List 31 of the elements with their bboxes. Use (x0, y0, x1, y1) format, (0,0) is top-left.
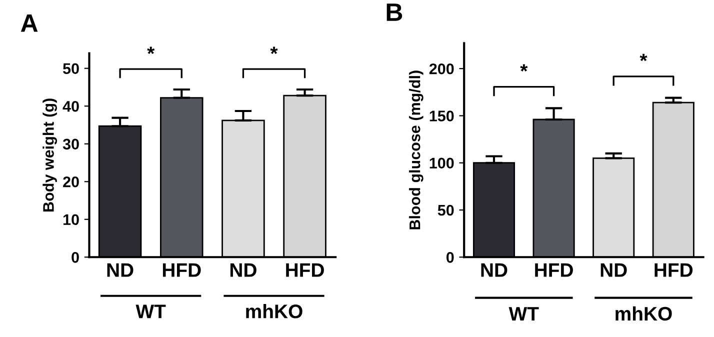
text: WT (508, 307, 539, 320)
x-tick-label: HFD (162, 263, 201, 277)
text: mhKO (246, 304, 302, 318)
y-axis-title: Body weight (g) (42, 98, 57, 212)
chart-title: A (20, 14, 38, 32)
x-tick-label: HFD (654, 263, 693, 277)
x-tick-label: ND (481, 263, 508, 277)
x-tick-label: HFD (535, 263, 573, 277)
y-tick-label: 20 (63, 176, 79, 188)
y-tick-label: 100 (430, 158, 454, 169)
y-tick-label: 30 (62, 138, 79, 150)
y-tick-label: 50 (438, 204, 454, 216)
annotation: * (147, 46, 155, 54)
chart-title: B (386, 4, 402, 21)
annotation: * (520, 64, 528, 72)
y-tick-label: 10 (64, 214, 79, 226)
y-tick-label: 0 (72, 252, 79, 263)
x-tick-label: ND (107, 263, 134, 277)
text: mhKO (616, 306, 672, 321)
y-tick-label: 0 (446, 252, 454, 263)
x-tick-label: ND (230, 263, 256, 277)
y-tick-label: 50 (63, 63, 79, 74)
text: WT (136, 304, 166, 318)
y-tick-label: 40 (62, 100, 79, 112)
annotation: * (270, 46, 278, 54)
y-tick-label: 150 (430, 110, 454, 122)
x-tick-label: HFD (286, 263, 324, 277)
y-axis-title: Blood glucose (mg/dl) (409, 70, 424, 230)
y-tick-label: 200 (429, 63, 454, 74)
x-tick-label: ND (600, 263, 627, 277)
annotation: * (640, 54, 648, 62)
